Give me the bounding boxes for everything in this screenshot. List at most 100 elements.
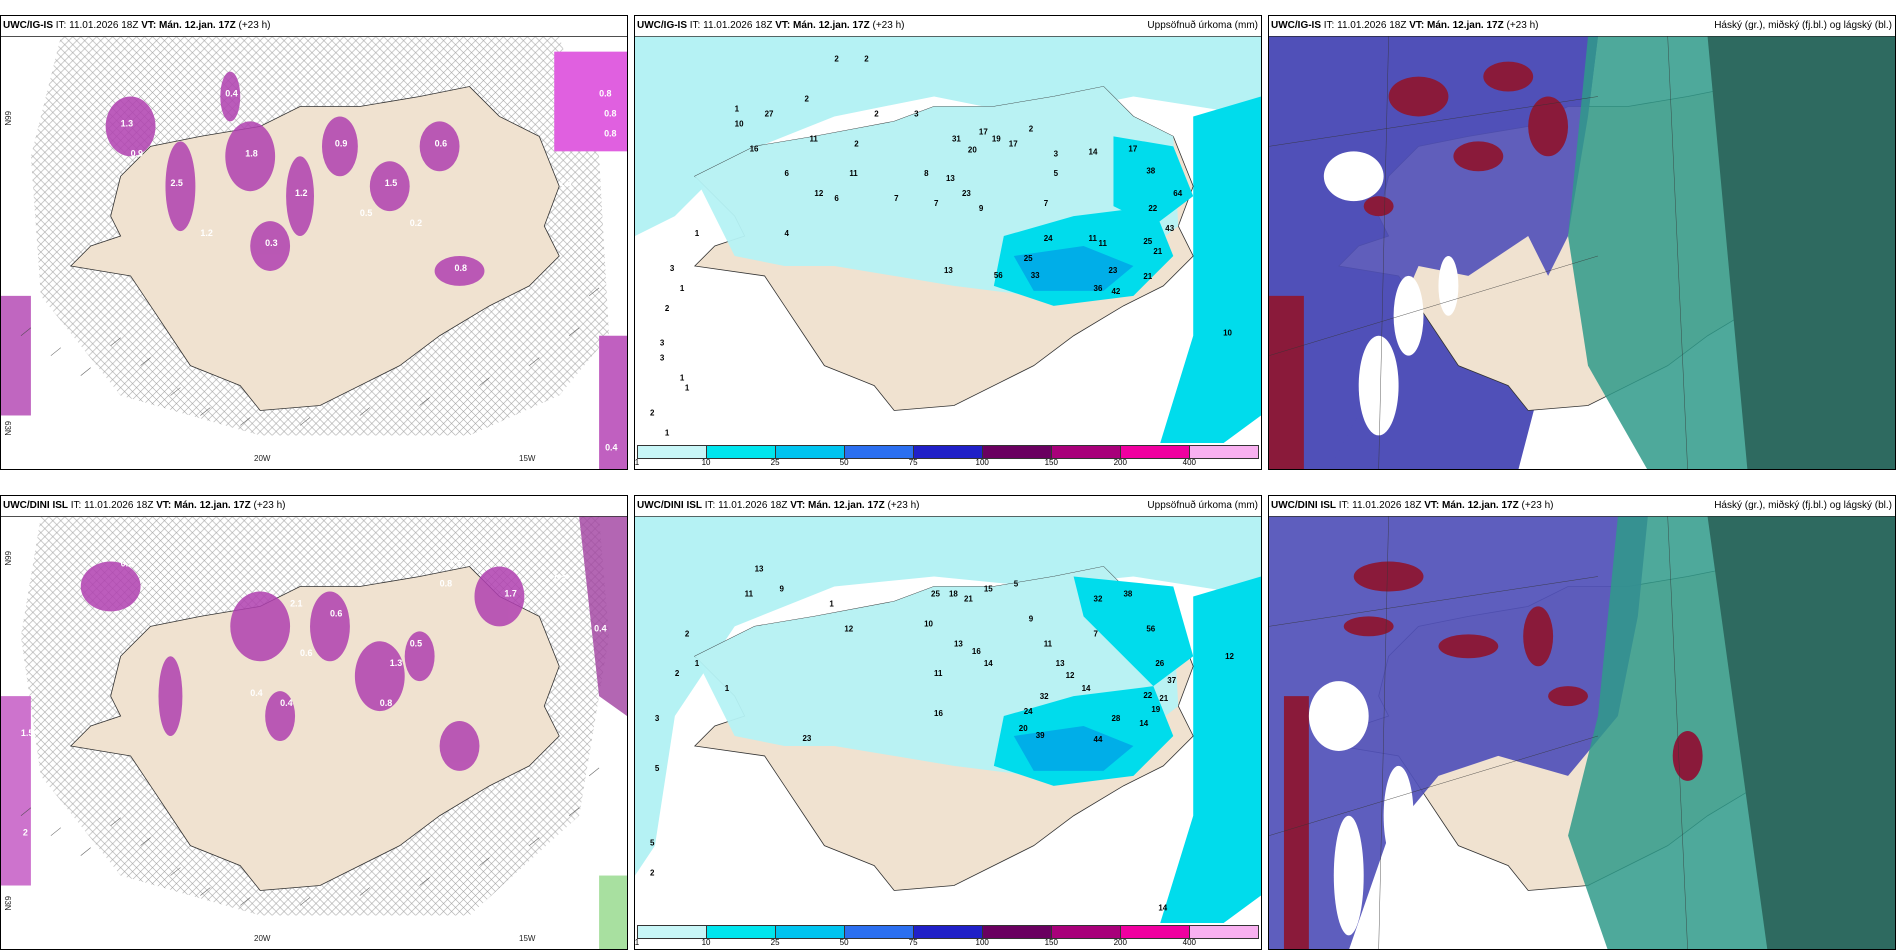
precip-values: 2 2 1 2 2 27 10 16 11 6 2 3 31 20 17 19 … xyxy=(650,55,1233,438)
value-label: 13 xyxy=(755,565,764,574)
value-label: 3 xyxy=(670,264,675,273)
value-label: 7 xyxy=(1044,199,1049,208)
value-label: 0.5 xyxy=(121,559,133,569)
value-label: 1.3 xyxy=(121,118,133,128)
value-label: 25 xyxy=(1143,237,1152,246)
init-time: 11.01.2026 18Z xyxy=(703,20,773,31)
value-label: 1 xyxy=(735,104,740,113)
panel-title: Uppsöfnuð úrkoma (mm) xyxy=(1147,500,1258,511)
value-label: 27 xyxy=(765,109,774,118)
value-label: 19 xyxy=(992,134,1001,143)
value-label: 21 xyxy=(1153,247,1162,256)
lead-time: (+23 h) xyxy=(238,20,271,31)
value-label: 13 xyxy=(1056,659,1065,668)
value-label: 0.8 xyxy=(599,89,611,99)
valid-time: Mán. 12.jan. 17Z xyxy=(174,500,251,511)
value-label: 2 xyxy=(650,408,655,417)
value-label: 14 xyxy=(1089,147,1098,156)
legend-swatch xyxy=(1121,446,1190,458)
value-label: 1.2 xyxy=(200,228,212,238)
lead-time: (+23 h) xyxy=(253,500,286,511)
legend-tick: 1 xyxy=(634,938,640,947)
precip-values: 1.3 2.5 1.8 0.9 1.5 0.6 1.2 0.3 0.8 0.4 … xyxy=(121,89,618,453)
value-label: 0.6 xyxy=(435,138,447,148)
valid-time: Mán. 12.jan. 17Z xyxy=(1442,500,1519,511)
panel-header: UWC/IG-IS IT: 11.01.2026 18Z VT: Mán. 12… xyxy=(635,16,1261,37)
value-label: 0.8 xyxy=(380,698,392,708)
legend-swatch xyxy=(1190,926,1258,938)
panel-precip-top: UWC/IG-IS IT: 11.01.2026 18Z VT: Mán. 12… xyxy=(634,15,1262,470)
legend-ticks: 1 10 25 50 75 100 150 200 400 xyxy=(635,458,1259,468)
lat-label-63n: 63N xyxy=(3,421,12,436)
value-label: 11 xyxy=(745,589,754,598)
legend-tick: 200 xyxy=(1113,938,1127,947)
panel-clouds-bottom: UWC/DINI ISL IT: 11.01.2026 18Z VT: Mán.… xyxy=(1268,495,1896,950)
value-label: 0.6 xyxy=(330,608,342,618)
value-label: 0.6 xyxy=(300,648,312,658)
panel-header: UWC/IG-IS IT: 11.01.2026 18Z VT: Mán. 12… xyxy=(1,16,627,37)
value-label: 26 xyxy=(1155,659,1164,668)
value-label: 0.3 xyxy=(265,238,277,248)
legend-swatch xyxy=(776,926,845,938)
panel-title: Háský (gr.), miðský (fj.bl.) og lágský (… xyxy=(1714,20,1892,31)
value-label: 16 xyxy=(934,709,943,718)
value-label: 10 xyxy=(735,119,744,128)
precip-legend: 1 10 25 50 75 100 150 200 400 xyxy=(635,923,1261,949)
legend-swatch xyxy=(914,926,983,938)
value-label: 32 xyxy=(1040,692,1049,701)
legend-swatch xyxy=(845,446,914,458)
value-label: 0.8 xyxy=(604,128,616,138)
legend-swatch xyxy=(638,926,707,938)
lon-label-20w: 20W xyxy=(254,934,271,943)
legend-colorbar xyxy=(637,925,1259,939)
model-name: UWC/DINI ISL xyxy=(1271,500,1336,511)
value-label: 2 xyxy=(675,669,680,678)
legend-ticks: 1 10 25 50 75 100 150 200 400 xyxy=(634,938,1259,948)
value-label: 0.9 xyxy=(335,138,347,148)
value-label: 25 xyxy=(931,589,940,598)
panel-precip-bottom: UWC/DINI ISL IT: 11.01.2026 18Z VT: Mán.… xyxy=(634,495,1262,950)
value-label: 21 xyxy=(964,594,973,603)
value-label: 2 xyxy=(854,139,859,148)
legend-tick: 10 xyxy=(701,458,711,467)
value-label: 2 xyxy=(23,828,28,838)
legend-swatch xyxy=(707,446,776,458)
value-label: 6 xyxy=(785,169,790,178)
value-label: 13 xyxy=(954,639,963,648)
value-label: 22 xyxy=(1143,691,1152,700)
value-label: 14 xyxy=(984,659,993,668)
value-label: 2.5 xyxy=(170,178,182,188)
value-label: 2 xyxy=(834,55,839,64)
value-label: 1 xyxy=(695,229,700,238)
precip-map: 13 9 11 1 12 25 18 21 15 5 10 9 32 38 13… xyxy=(635,516,1261,949)
valid-time: Mán. 12.jan. 17Z xyxy=(808,500,885,511)
value-label: 33 xyxy=(1031,271,1040,280)
lat-label-63n: 63N xyxy=(3,896,12,911)
init-time: 11.01.2026 18Z xyxy=(84,500,154,511)
value-label: 3 xyxy=(1054,149,1059,158)
model-name: UWC/IG-IS xyxy=(3,20,53,31)
panel-header: UWC/DINI ISL IT: 11.01.2026 18Z VT: Mán.… xyxy=(1269,496,1895,517)
value-label: 9 xyxy=(1029,614,1034,623)
value-label: 1 xyxy=(665,428,670,437)
lon-label-15w: 15W xyxy=(519,934,536,943)
value-label: 38 xyxy=(1123,589,1132,598)
legend-swatch xyxy=(776,446,845,458)
value-label: 2 xyxy=(874,109,879,118)
value-label: 44 xyxy=(1094,735,1103,744)
value-label: 5 xyxy=(1054,169,1059,178)
value-label: 1.7 xyxy=(504,588,516,598)
legend-swatch xyxy=(1190,446,1258,458)
value-label: 14 xyxy=(1158,903,1167,912)
value-label: 17 xyxy=(1009,139,1018,148)
value-label: 2 xyxy=(1029,124,1034,133)
cloud-map xyxy=(1269,36,1895,469)
lon-label-15w: 15W xyxy=(519,454,536,463)
value-label: 1.3 xyxy=(390,658,402,668)
value-label: 19 xyxy=(1151,705,1160,714)
value-label: 24 xyxy=(1044,234,1053,243)
value-label: 2 xyxy=(864,55,869,64)
value-label: 5 xyxy=(650,839,655,848)
legend-swatch xyxy=(1052,926,1121,938)
panel-wind-precip-top: UWC/IG-IS IT: 11.01.2026 18Z VT: Mán. 12… xyxy=(0,15,628,470)
